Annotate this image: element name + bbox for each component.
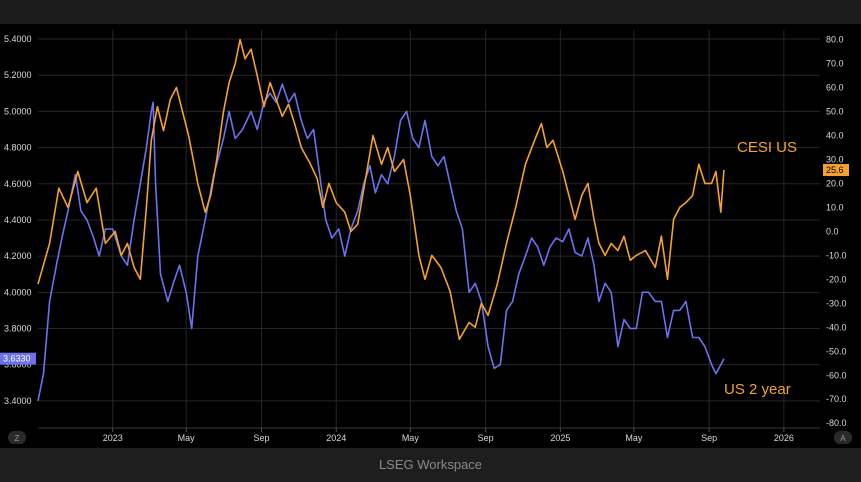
left-axis[interactable]: 5.4000 5.2000 5.0000 4.8000 4.6000 4.4000 4.20…	[0, 34, 36, 406]
line-chart[interactable]: 5.4000 5.2000 5.0000 4.8000 4.6000 4.4000 4.20…	[0, 24, 861, 448]
right-tick-label: 60.0	[826, 83, 844, 93]
last-value-badge-us2y: 3.6330	[0, 352, 36, 365]
series-line-us-2-year[interactable]	[37, 83, 725, 402]
left-tick-label: 3.4000	[4, 396, 32, 406]
right-tick-label: 20.0	[826, 178, 844, 188]
corner-label-left: Z	[15, 434, 20, 443]
right-tick-label: -30.0	[826, 298, 847, 308]
right-tick-label: 40.0	[826, 130, 844, 140]
last-value-cesi: 25.6	[826, 165, 844, 175]
series-layer	[37, 38, 725, 402]
x-tick-label: Sep	[254, 433, 270, 443]
x-tick-label: Sep	[701, 433, 717, 443]
right-tick-label: 50.0	[826, 107, 844, 117]
top-bar	[0, 0, 861, 24]
corner-label-right: A	[840, 434, 846, 443]
left-tick-label: 4.6000	[4, 179, 32, 189]
right-tick-label: 0.0	[826, 226, 839, 236]
x-tick-label: Sep	[478, 433, 494, 443]
annotation-us-2-year: US 2 year	[724, 381, 791, 398]
right-tick-label: -50.0	[826, 346, 847, 356]
right-tick-label: 10.0	[826, 202, 844, 212]
x-tick-label: May	[402, 433, 420, 443]
right-axis[interactable]: 80.0 70.0 60.0 50.0 40.0 30.0 20.0 10.0 0.0 -10.0…	[823, 35, 849, 429]
right-tick-label: 30.0	[826, 154, 844, 164]
footer-brand: LSEG Workspace	[378, 457, 483, 472]
left-tick-label: 4.2000	[4, 251, 32, 261]
series-line-cesi-us[interactable]	[37, 38, 725, 341]
annotation-cesi-us: CESI US	[737, 139, 797, 156]
right-tick-label: -70.0	[826, 394, 847, 404]
x-tick-label: 2024	[326, 433, 346, 443]
right-tick-label: -10.0	[826, 250, 847, 260]
left-tick-label: 3.8000	[4, 324, 32, 334]
last-value-badge-cesi: 25.6	[823, 164, 849, 177]
corner-button-right[interactable]: A	[834, 431, 852, 444]
corner-button-left[interactable]: Z	[8, 431, 26, 444]
footer: LSEG Workspace	[0, 448, 861, 482]
x-tick-label: 2026	[774, 433, 794, 443]
chart-panel[interactable]: 5.4000 5.2000 5.0000 4.8000 4.6000 4.4000 4.20…	[0, 24, 861, 448]
right-tick-label: -20.0	[826, 274, 847, 284]
x-tick-label: May	[625, 433, 643, 443]
x-tick-label: 2025	[550, 433, 570, 443]
left-tick-label: 5.0000	[4, 106, 32, 116]
left-tick-label: 5.2000	[4, 70, 32, 80]
right-tick-label: -60.0	[826, 370, 847, 380]
left-tick-label: 4.8000	[4, 143, 32, 153]
right-tick-label: 80.0	[826, 35, 844, 45]
left-tick-label: 4.4000	[4, 215, 32, 225]
last-value-us2y: 3.6330	[3, 354, 31, 364]
x-axis[interactable]: 2023 May Sep 2024 May Sep 2025 May Sep 2026	[38, 427, 820, 443]
left-tick-label: 4.0000	[4, 287, 32, 297]
right-tick-label: -40.0	[826, 322, 847, 332]
right-tick-label: 70.0	[826, 59, 844, 69]
x-tick-label: 2023	[103, 433, 123, 443]
right-tick-label: -80.0	[826, 418, 847, 428]
x-tick-label: May	[178, 433, 196, 443]
left-tick-label: 5.4000	[4, 34, 32, 44]
